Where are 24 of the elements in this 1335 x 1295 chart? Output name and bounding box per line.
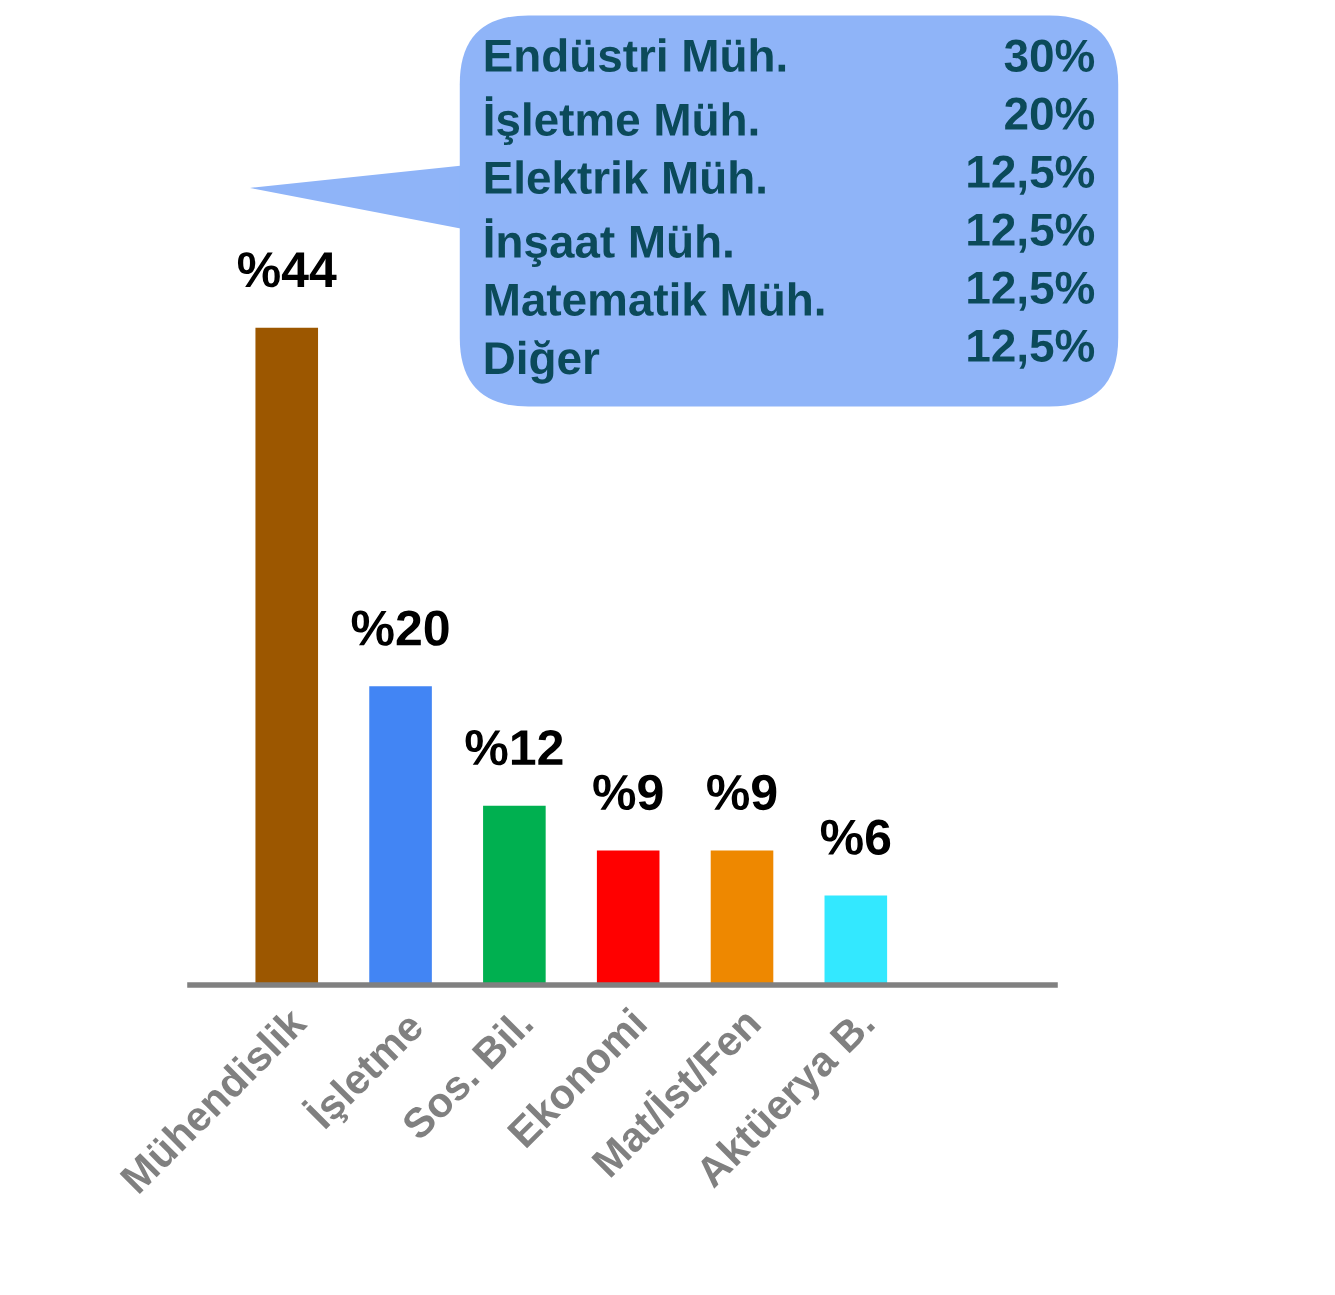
annotation: Diğer [485,340,600,384]
text: 30% [1004,39,1095,73]
text: 12,5% [968,271,1095,311]
data-label: %6 [820,819,891,855]
bar [596,850,660,985]
text: 12,5% [968,213,1095,253]
bar [824,895,888,985]
text: İnşaat Müh. [485,218,732,267]
text: Elektrik Müh. [485,160,765,194]
bar [483,805,546,985]
text: 12,5% [968,329,1095,369]
bar [369,686,432,985]
bar [710,850,774,985]
text: 12,5% [968,155,1095,195]
text: 20% [1005,97,1095,130]
text: Matematik Müh. [485,282,824,316]
data-label: %44 [237,252,337,288]
data-label: %9 [707,774,777,811]
bar [255,327,319,985]
text: İşletme Müh. [485,96,758,146]
data-label: %12 [465,729,563,766]
text: Endüstri Müh. [485,38,786,72]
data-label: %20 [351,610,449,646]
data-label: %9 [593,774,663,811]
